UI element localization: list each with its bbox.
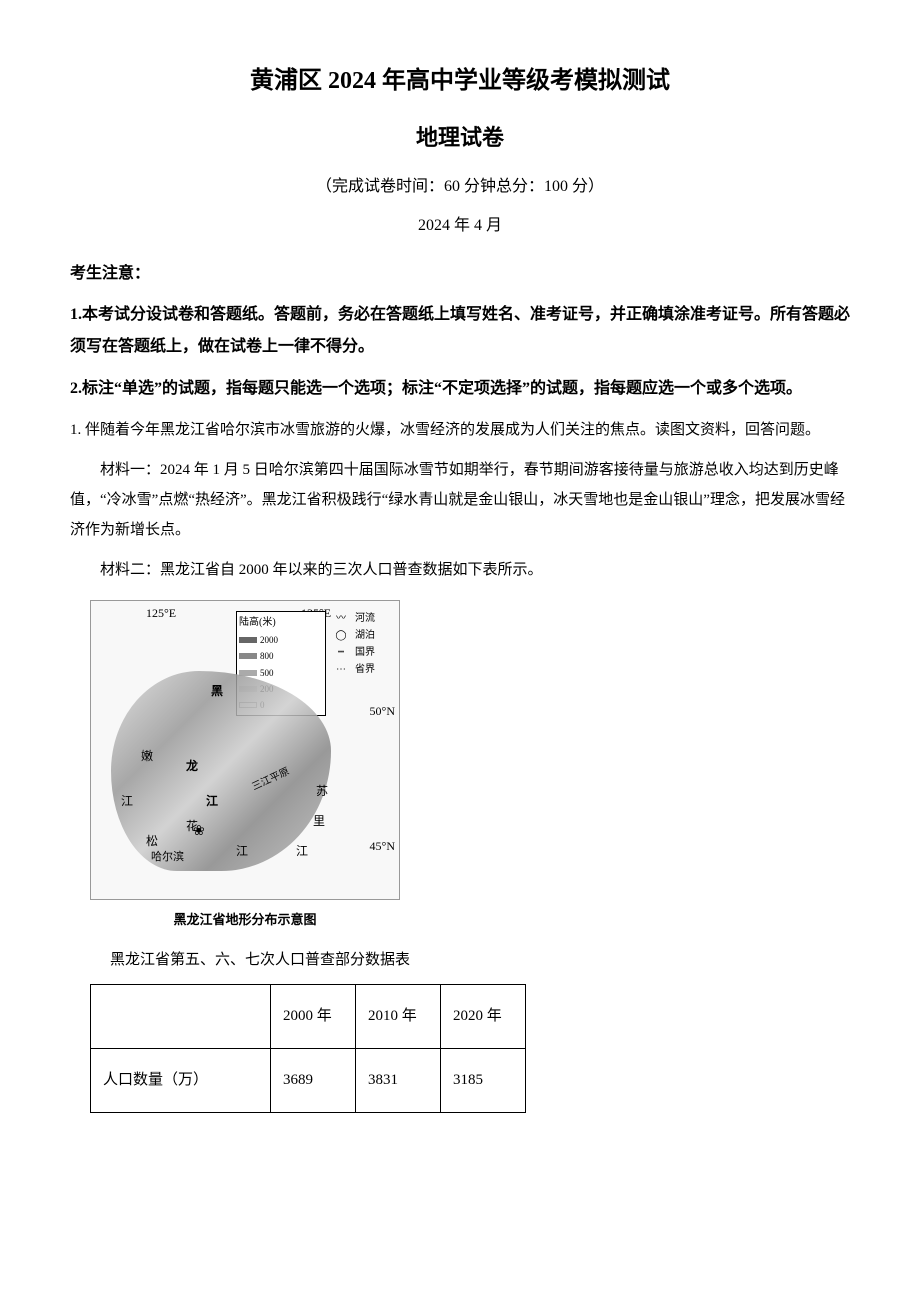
border-icon: ┅: [331, 645, 351, 660]
lake-icon: ◯: [331, 628, 351, 643]
river-icon: 〰: [331, 611, 351, 626]
haerbin-marker-icon: ❀: [193, 819, 205, 844]
table-caption: 黑龙江省第五、六、七次人口普查部分数据表: [110, 947, 850, 974]
table-row1-2010: 3831: [356, 1048, 441, 1112]
notice-item-1: 1.本考试分设试卷和答题纸。答题前，务必在答题纸上填写姓名、准考证号，并正确填涂…: [70, 299, 850, 363]
sym-lake: 湖泊: [355, 628, 375, 643]
map-lat-50: 50°N: [370, 701, 395, 723]
elev-2000: 2000: [260, 632, 278, 648]
label-li: 里: [313, 811, 325, 833]
exam-date: 2024 年 4 月: [70, 212, 850, 241]
table-row: 人口数量（万） 3689 3831 3185: [91, 1048, 526, 1112]
table-row1-2020: 3185: [441, 1048, 526, 1112]
table-row: 2000 年 2010 年 2020 年: [91, 984, 526, 1048]
map-symbol-legend: 〰河流 ◯ 湖泊 ┅ 国界 ⋯ 省界: [331, 611, 375, 679]
map-lon-125: 125°E: [146, 603, 176, 625]
question-1-text: 1. 伴随着今年黑龙江省哈尔滨市冰雪旅游的火爆，冰雪经济的发展成为人们关注的焦点…: [70, 415, 850, 445]
exam-info: （完成试卷时间：60 分钟总分：100 分）: [70, 173, 850, 202]
label-jiang2: 江: [236, 841, 248, 863]
label-haerbin: 哈尔滨: [151, 848, 184, 868]
label-jiang-big: 江: [206, 791, 218, 813]
label-long: 龙: [186, 756, 198, 778]
label-jiang3: 江: [296, 841, 308, 863]
table-header-2010: 2010 年: [356, 984, 441, 1048]
map-container: 125°E 135°E 50°N 45°N 陆高(米) 2000 800 500…: [90, 600, 400, 931]
notice-item-2: 2.标注“单选”的试题，指每题只能选一个选项；标注“不定项选择”的试题，指每题应…: [70, 373, 850, 405]
elev-800: 800: [260, 648, 274, 664]
label-nen-vert: 嫩: [141, 746, 153, 768]
material-1-text: 材料一：2024 年 1 月 5 日哈尔滨第四十届国际冰雪节如期举行，春节期间游…: [70, 455, 850, 545]
label-su: 苏: [316, 781, 328, 803]
exam-title-sub: 地理试卷: [70, 118, 850, 158]
sym-border: 国界: [355, 645, 375, 660]
census-data-table: 2000 年 2010 年 2020 年 人口数量（万） 3689 3831 3…: [90, 984, 526, 1113]
table-header-blank: [91, 984, 271, 1048]
map-lat-45: 45°N: [370, 836, 395, 858]
legend-title: 陆高(米): [239, 614, 323, 632]
table-header-2000: 2000 年: [271, 984, 356, 1048]
sym-province: 省界: [355, 662, 375, 677]
label-jiang1: 江: [121, 791, 133, 813]
map-image: 125°E 135°E 50°N 45°N 陆高(米) 2000 800 500…: [90, 600, 400, 900]
table-header-2020: 2020 年: [441, 984, 526, 1048]
elev-500: 500: [260, 665, 274, 681]
table-row1-label: 人口数量（万）: [91, 1048, 271, 1112]
label-hei: 黑: [211, 681, 223, 703]
province-icon: ⋯: [331, 662, 351, 677]
notice-header: 考生注意：: [70, 260, 850, 289]
material-2-text: 材料二：黑龙江省自 2000 年以来的三次人口普查数据如下表所示。: [70, 555, 850, 585]
table-row1-2000: 3689: [271, 1048, 356, 1112]
sym-river: 河流: [355, 611, 375, 626]
map-caption: 黑龙江省地形分布示意图: [90, 908, 400, 931]
exam-title-main: 黄浦区 2024 年高中学业等级考模拟测试: [70, 60, 850, 103]
